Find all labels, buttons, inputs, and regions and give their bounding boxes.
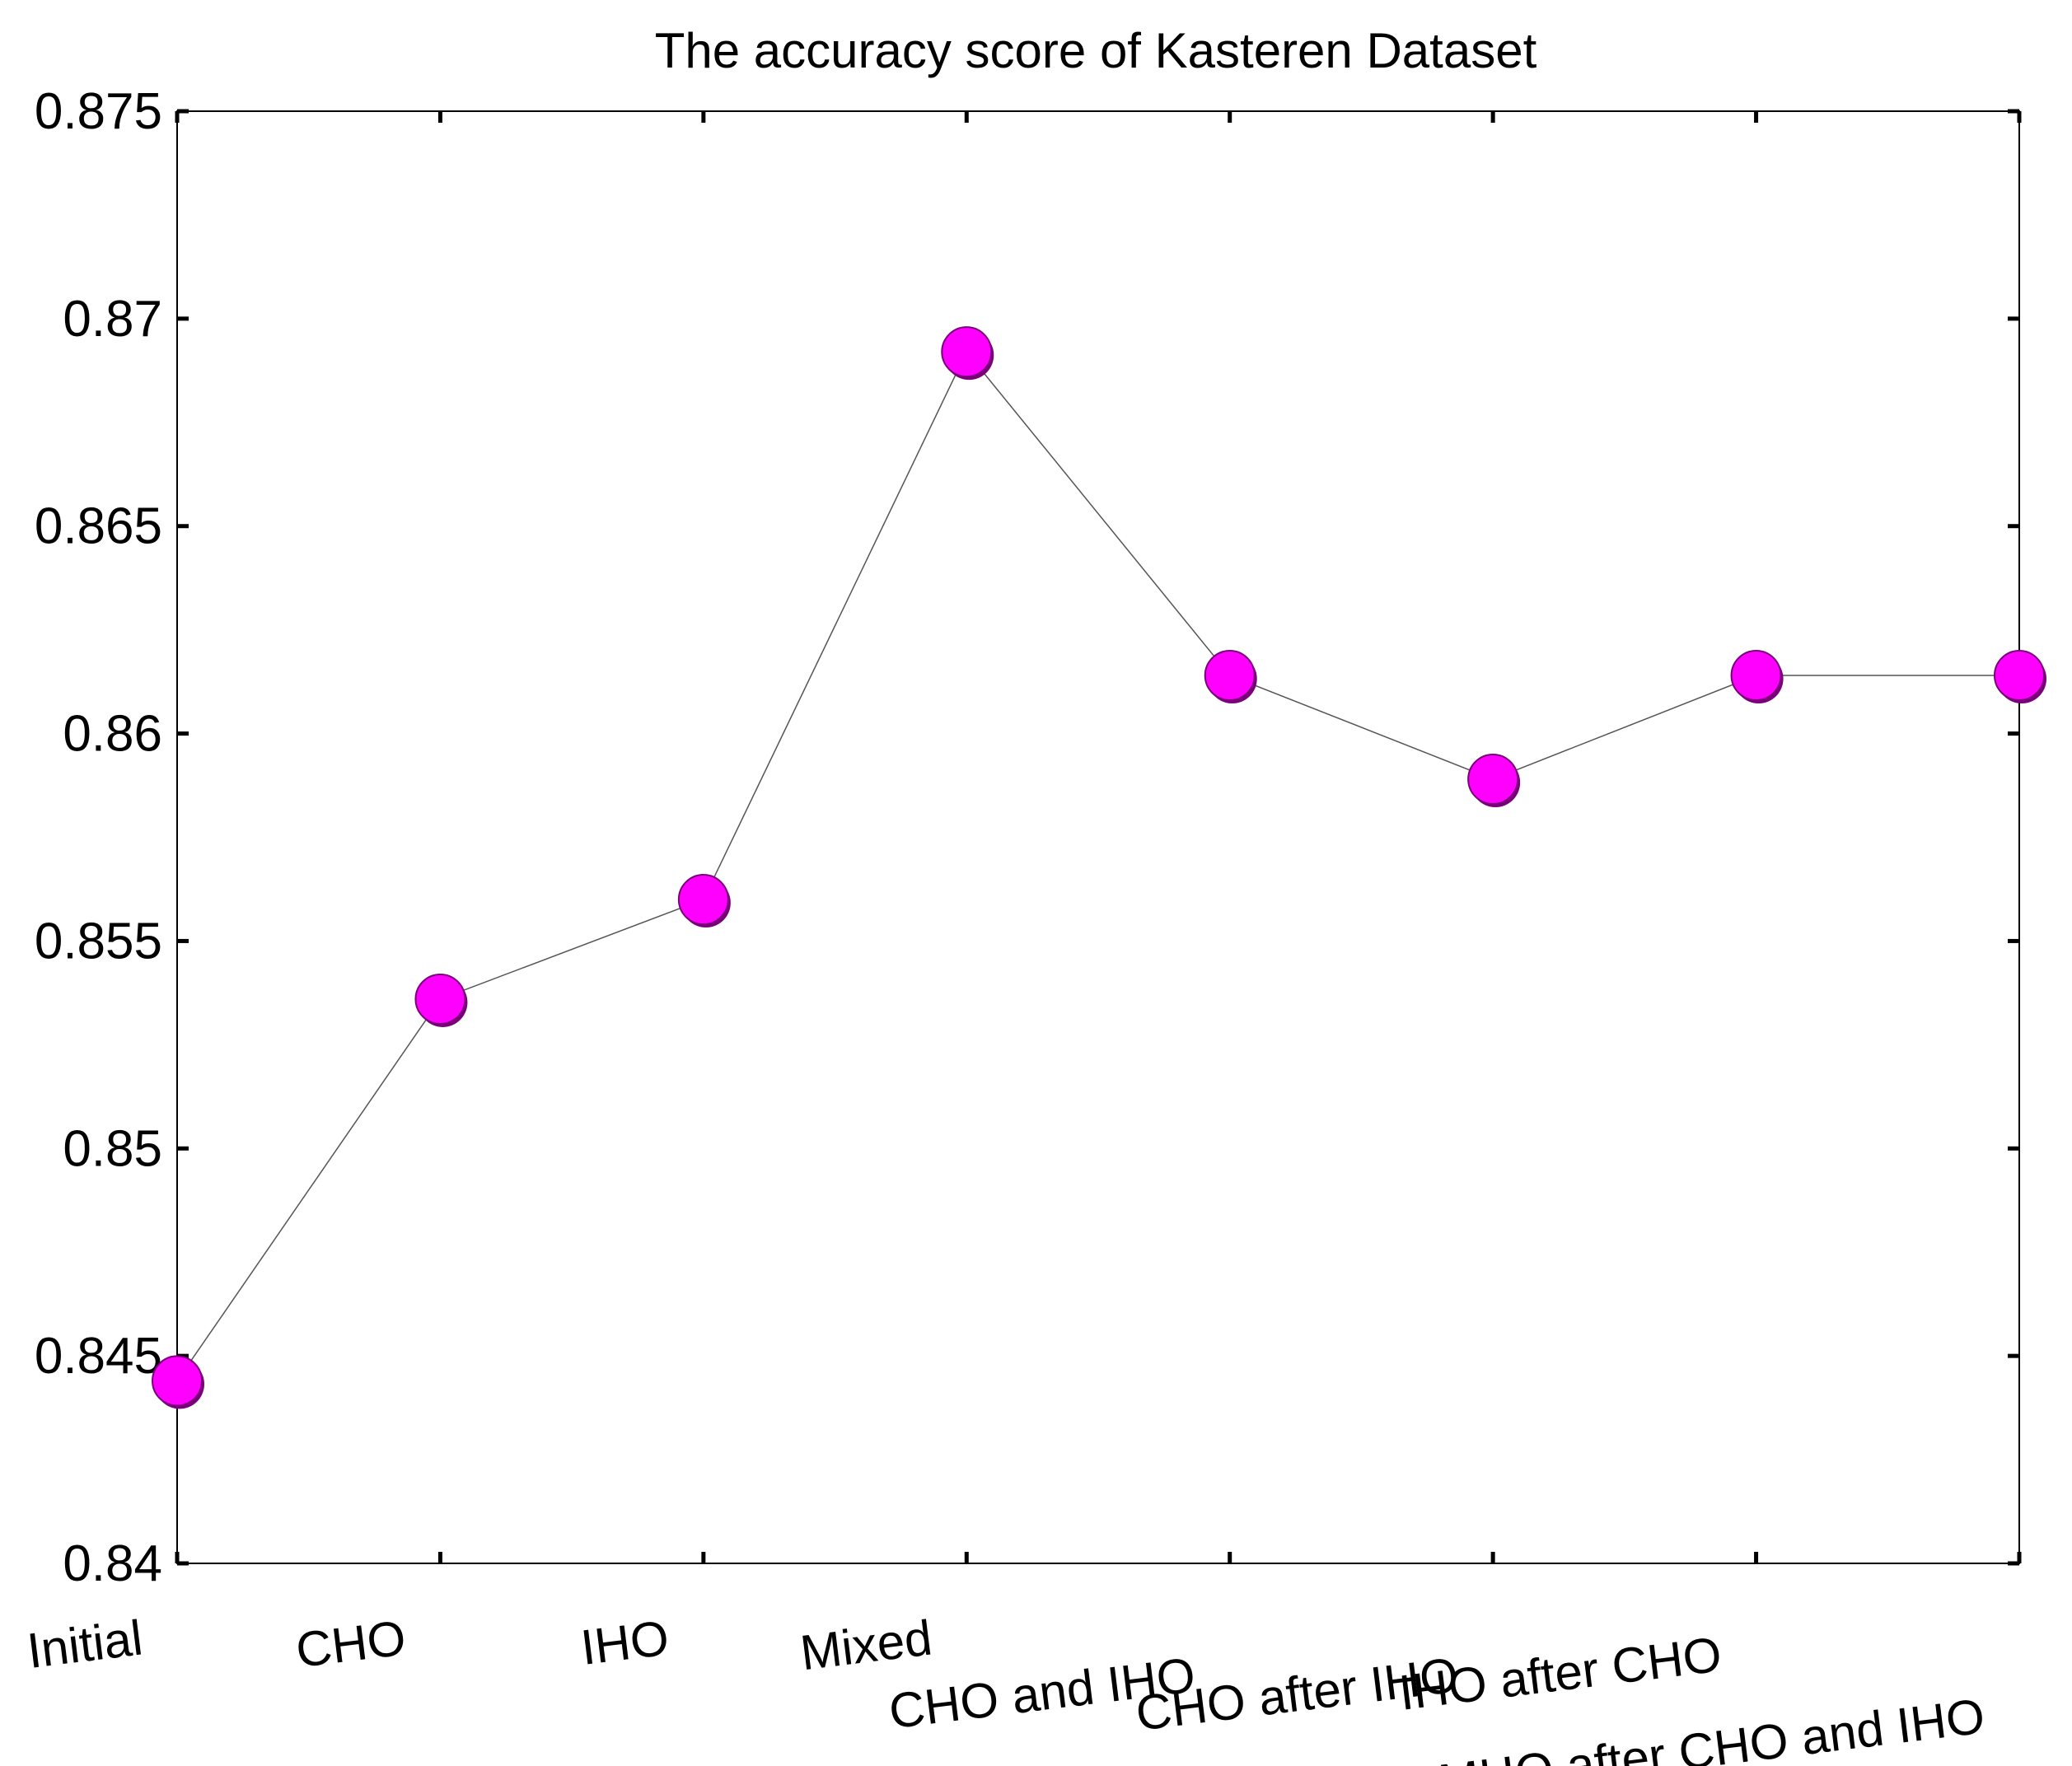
data-markers	[152, 326, 2046, 1409]
y-tick-label: 0.865	[35, 498, 162, 555]
x-tick-label: IHO	[578, 1609, 671, 1675]
plot-area-frame	[176, 110, 2020, 1564]
chart-title: The accuracy score of Kasteren Dataset	[655, 23, 1537, 78]
y-tick-label: 0.84	[63, 1535, 162, 1592]
x-tick-label: Initial	[24, 1609, 145, 1679]
y-tick-label: 0.85	[63, 1120, 162, 1177]
data-point	[1730, 650, 1782, 702]
series-line	[176, 350, 2019, 1381]
data-point	[1994, 650, 2045, 702]
x-tick-label: Mixed	[797, 1609, 935, 1680]
y-tick-label: 0.855	[35, 913, 162, 969]
series-line-group	[176, 350, 2019, 1381]
x-tick-label: IHO after CHO	[1396, 1626, 1725, 1720]
x-tick-label: CHO	[292, 1609, 409, 1678]
y-tick-label: 0.87	[63, 291, 162, 348]
data-point	[414, 973, 466, 1025]
y-tick-label: 0.875	[35, 83, 162, 140]
data-point	[1204, 650, 1256, 702]
data-point	[677, 874, 729, 926]
data-point	[152, 1355, 203, 1407]
y-tick-label: 0.86	[63, 706, 162, 763]
y-tick-label: 0.845	[35, 1328, 162, 1385]
data-point	[1467, 753, 1519, 805]
y-axis: 0.84 0.845 0.85 0.855 0.86 0.865 0.87 0.875	[35, 83, 2019, 1592]
data-point	[941, 326, 993, 378]
